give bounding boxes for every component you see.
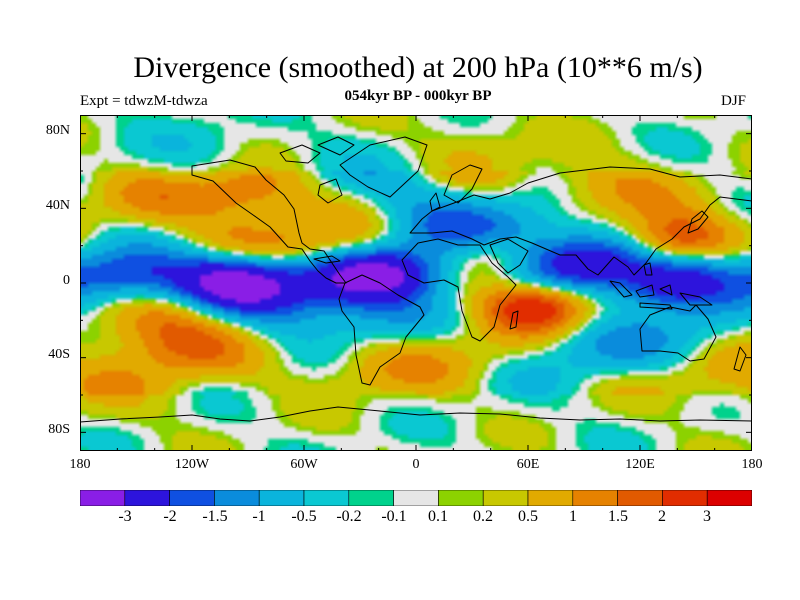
colorbar-swatch [706,490,752,506]
y-tick-label: 80S [48,422,70,437]
x-tick-label: 120W [174,457,210,472]
colorbar-label: 0.1 [428,508,448,525]
colorbar-label: -0.1 [381,508,407,525]
colorbar-swatch [662,490,708,506]
y-tick-label: 40N [45,198,70,213]
season-label: DJF [721,93,747,109]
y-tick-label: 80N [45,123,70,138]
plot-subtitle: 054kyr BP - 000kyr BP [344,88,492,104]
y-tick-label: 40S [48,347,70,362]
colorbar-label: -2 [163,508,177,525]
colorbar-swatch [482,490,529,506]
divergence-field [80,115,752,451]
x-tick-label: 60W [290,457,318,472]
colorbar-swatch [303,490,350,506]
colorbar-swatch [124,490,170,506]
colorbar-swatch [258,490,305,506]
colorbar-label: -0.5 [291,508,317,525]
map-tick-marks [80,115,752,451]
colorbar-swatch [438,490,484,506]
colorbar-label: 2 [658,508,666,525]
x-tick-label: 0 [412,457,420,472]
colorbar-label: 0.5 [518,508,538,525]
x-tick-label: 60E [516,457,540,472]
y-tick-label: 0 [63,273,70,288]
x-tick-label: 120E [625,457,655,472]
colorbar-label: 1.5 [608,508,628,525]
colorbar-swatch [214,490,260,506]
x-tick-label: 180 [69,457,91,472]
colorbar-swatch [617,490,663,506]
colorbar-label: 1 [569,508,577,525]
colorbar-swatch [80,490,126,506]
experiment-label: Expt = tdwzM-tdwza [80,93,208,109]
colorbar-swatch [169,490,215,506]
divergence-map [80,115,752,451]
colorbar-swatch [393,490,439,506]
colorbar-label: -0.2 [336,508,362,525]
colorbar-label: -1.5 [202,508,228,525]
colorbar-label: -3 [118,508,132,525]
colorbar [80,490,752,506]
colorbar-swatch [348,490,394,506]
colorbar-label: -1 [252,508,266,525]
colorbar-swatch [572,490,618,506]
plot-title: Divergence (smoothed) at 200 hPa (10**6 … [133,51,703,84]
coastlines [80,136,752,423]
colorbar-label: 3 [703,508,711,525]
colorbar-swatch [527,490,574,506]
colorbar-label: 0.2 [473,508,493,525]
x-tick-label: 180 [741,457,763,472]
